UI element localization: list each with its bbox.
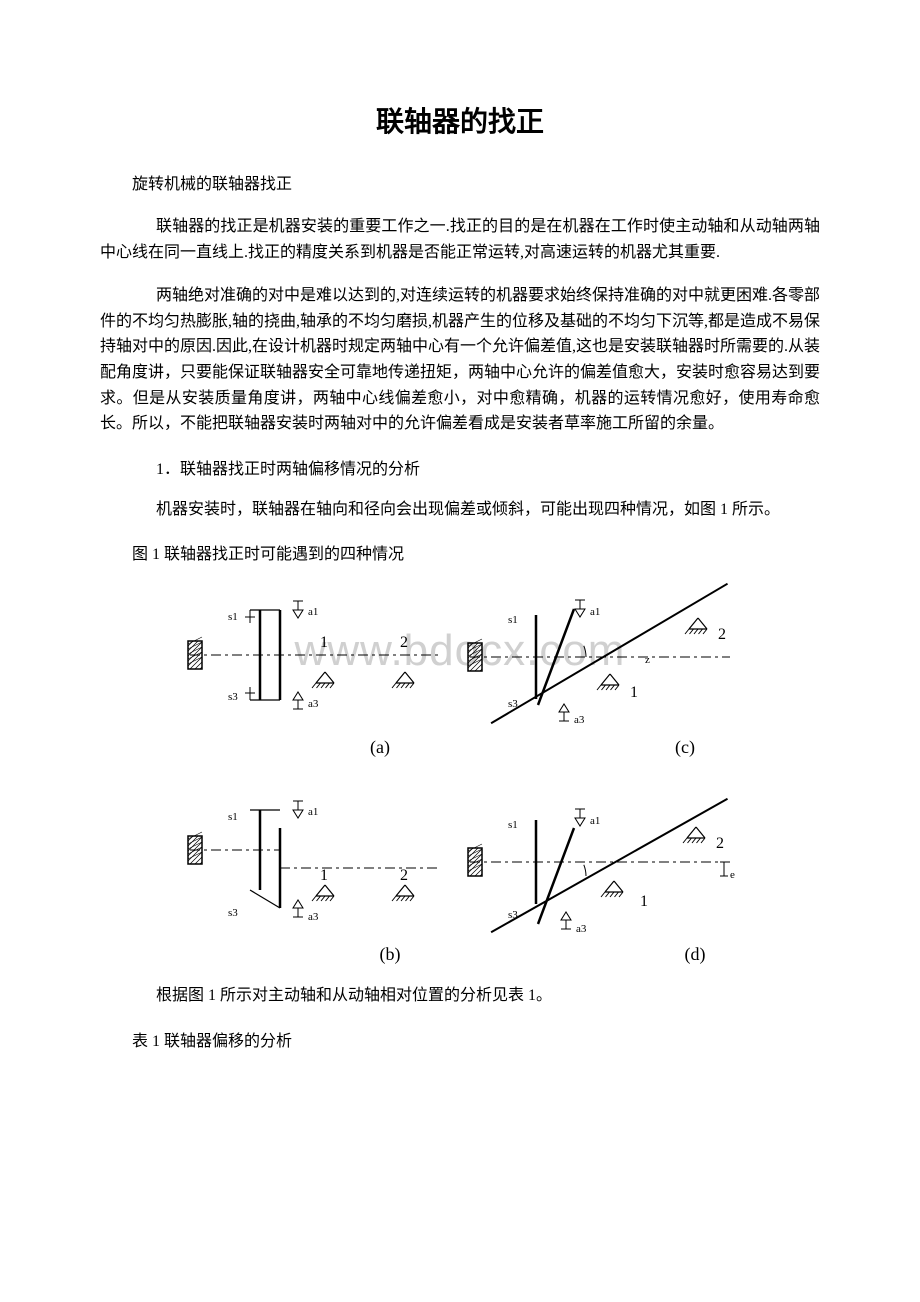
document-content: 联轴器的找正 旋转机械的联轴器找正 联轴器的找正是机器安装的重要工作之一.找正的… — [100, 100, 820, 1051]
paragraph-2: 两轴绝对准确的对中是难以达到的,对连续运转的机器要求始终保持准确的对中就更困难.… — [100, 283, 820, 437]
svg-text:z: z — [645, 654, 650, 666]
svg-text:2: 2 — [718, 626, 726, 643]
paragraph-4: 根据图 1 所示对主动轴和从动轴相对位置的分析见表 1。 — [100, 983, 820, 1009]
svg-text:a3: a3 — [308, 911, 319, 923]
svg-text:s1: s1 — [508, 819, 518, 831]
coupling-alignment-diagram: s1 s3 a1 a3 1 2 (a) s1 s3 a1 a3 1 2 (b) s1 s3 a1 a3 1 2 z (c)… — [180, 570, 740, 975]
svg-text:(a): (a) — [370, 737, 390, 758]
svg-text:s1: s1 — [228, 811, 238, 823]
svg-text:s3: s3 — [508, 698, 518, 710]
svg-text:s1: s1 — [228, 611, 238, 623]
svg-text:1: 1 — [630, 684, 638, 701]
svg-text:a1: a1 — [308, 606, 318, 618]
svg-text:1: 1 — [320, 634, 328, 651]
figure-1-diagram: s1 s3 a1 a3 1 2 (a) s1 s3 a1 a3 1 2 (b) s1 s3 a1 a3 1 2 z (c)… — [100, 570, 820, 975]
svg-text:s3: s3 — [228, 691, 238, 703]
svg-text:a3: a3 — [576, 923, 587, 935]
svg-text:(d): (d) — [685, 944, 706, 965]
svg-text:a3: a3 — [308, 698, 319, 710]
paragraph-1: 联轴器的找正是机器安装的重要工作之一.找正的目的是在机器在工作时使主动轴和从动轴… — [100, 214, 820, 265]
svg-text:(c): (c) — [675, 737, 695, 758]
svg-text:s3: s3 — [228, 907, 238, 919]
table-caption: 表 1 联轴器偏移的分析 — [100, 1027, 820, 1051]
svg-text:(b): (b) — [380, 944, 401, 965]
section-heading-1: 1．联轴器找正时两轴偏移情况的分析 — [100, 455, 820, 479]
paragraph-3: 机器安装时，联轴器在轴向和径向会出现偏差或倾斜，可能出现四种情况，如图 1 所示… — [100, 497, 820, 523]
svg-text:2: 2 — [400, 867, 408, 884]
svg-text:s3: s3 — [508, 909, 518, 921]
subtitle: 旋转机械的联轴器找正 — [100, 170, 820, 194]
svg-text:a1: a1 — [308, 806, 318, 818]
svg-text:2: 2 — [400, 634, 408, 651]
svg-text:s1: s1 — [508, 614, 518, 626]
svg-text:a1: a1 — [590, 815, 600, 827]
svg-text:a1: a1 — [590, 606, 600, 618]
svg-text:1: 1 — [320, 867, 328, 884]
svg-text:1: 1 — [640, 893, 648, 910]
figure-caption: 图 1 联轴器找正时可能遇到的四种情况 — [100, 540, 820, 564]
page-title: 联轴器的找正 — [100, 100, 820, 140]
svg-text:2: 2 — [716, 835, 724, 852]
svg-text:a3: a3 — [574, 714, 585, 726]
svg-text:e: e — [730, 869, 735, 881]
